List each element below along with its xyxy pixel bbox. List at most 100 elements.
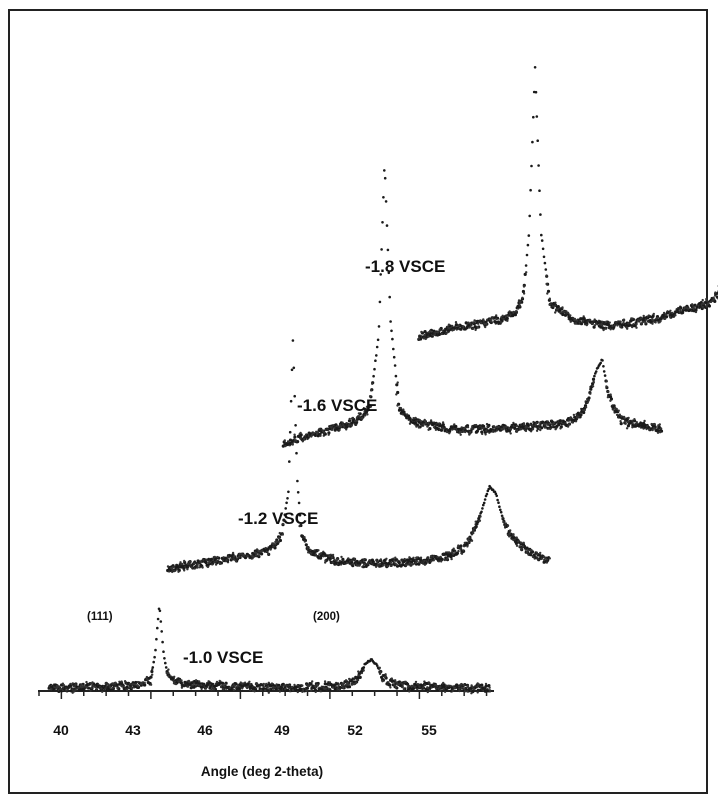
data-point [352,682,356,686]
data-point [167,668,170,671]
data-point [355,419,359,423]
data-point [463,541,466,545]
data-point [305,689,308,692]
data-point [208,560,211,563]
data-point [467,538,470,542]
data-point [582,410,586,415]
data-point [472,687,475,690]
data-point [179,561,182,564]
data-point [143,683,147,687]
data-point [450,557,453,561]
data-point [111,682,114,685]
data-point [707,302,710,305]
data-point [508,535,511,538]
data-point [626,424,631,428]
data-point [652,312,655,316]
data-point [624,420,627,423]
data-point [346,681,349,685]
data-point [348,417,351,421]
data-point [422,337,426,340]
data-point [501,516,504,519]
data-point [457,324,461,327]
data-point [419,556,423,559]
data-point [206,565,210,569]
series-label: -1.2 VSCE [238,509,318,528]
data-point [427,335,430,338]
data-point [443,690,447,693]
data-point [437,332,441,336]
data-point [392,355,396,359]
data-point [544,268,548,271]
data-point [347,683,350,686]
data-point [90,686,93,690]
data-point [303,536,306,539]
data-point [341,421,344,424]
data-point [436,331,440,334]
data-point [543,261,547,265]
data-point [426,686,429,689]
data-point [241,682,245,685]
data-point [161,640,164,644]
data-point [538,189,541,192]
data-point [563,310,566,314]
data-point [665,313,668,317]
data-point [292,366,296,370]
data-point [432,555,435,558]
data-point [606,323,611,327]
data-point [423,330,427,334]
data-point [164,666,168,669]
data-point [446,430,449,434]
data-point [451,324,454,328]
data-point [490,320,493,323]
data-point [228,686,232,689]
data-point [351,416,355,420]
data-point [107,683,110,686]
data-point [455,683,459,687]
data-point [171,566,175,569]
data-point [531,427,535,431]
data-point [418,685,421,688]
data-point [294,439,298,442]
data-point [527,553,530,556]
data-point [241,687,244,690]
data-point [210,688,213,691]
data-point [657,321,660,324]
data-point [599,361,602,365]
data-point [515,424,519,428]
data-point [194,684,198,687]
data-point [495,314,498,317]
data-point [470,692,473,695]
data-point [609,399,612,402]
data-point [356,678,360,682]
data-point [174,682,178,686]
data-point [455,551,459,555]
data-point [496,498,499,502]
data-point [513,426,517,430]
data-point [608,321,611,324]
data-point [531,140,534,144]
data-point [218,562,222,565]
series-3 [417,66,718,341]
data-point [397,561,401,565]
data-point [158,609,162,613]
data-point [151,673,154,676]
data-point [358,564,361,567]
data-point [429,329,432,332]
data-point [436,555,439,559]
data-point [72,685,76,688]
data-point [453,686,456,690]
data-point [475,429,479,433]
data-point [414,561,417,565]
data-point [447,551,451,554]
data-point [277,685,280,689]
data-point [618,413,621,416]
data-point [600,322,604,326]
data-point [643,419,646,423]
data-point [650,422,653,426]
data-point [293,394,297,398]
data-point [233,555,236,558]
data-point [204,561,208,565]
data-point [707,304,712,308]
data-point [472,527,476,530]
data-point [653,427,657,430]
